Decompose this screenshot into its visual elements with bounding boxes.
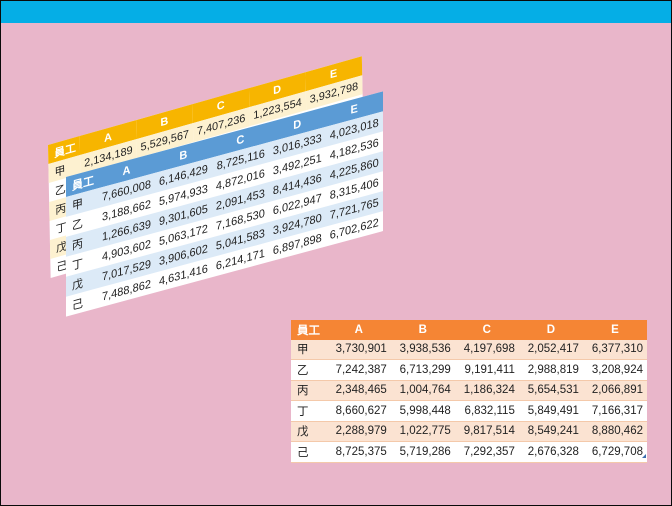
table-resize-corner[interactable] [642,454,646,458]
value-cell: 2,288,979 [326,421,391,442]
value-cell: 8,660,627 [326,400,391,422]
row-label-cell: 己 [291,441,327,463]
value-cell: 2,066,891 [582,380,647,401]
header-cell: C [454,320,519,340]
header-cell: E [582,320,647,340]
table-row: 甲 3,730,901 3,938,536 4,197,698 2,052,417 6,3… [291,339,647,360]
value-cell: 3,938,536 [390,339,455,360]
value-cell: 6,377,310 [582,339,647,360]
row-label-cell: 丁 [291,400,327,422]
header-cell: D [518,320,583,340]
table-row: 丁 8,660,627 5,998,448 6,832,115 5,849,491 7,1… [291,400,647,422]
value-cell: 1,004,764 [390,380,455,401]
value-cell: 7,242,387 [326,359,391,381]
table-row: 乙 7,242,387 6,713,299 9,191,411 2,988,819 3,2… [291,359,647,381]
value-cell: 2,676,328 [518,441,583,463]
value-cell: 8,725,375 [326,441,391,463]
value-cell: 6,713,299 [390,359,455,381]
value-cell: 2,052,417 [518,339,583,360]
value-cell: 3,208,924 [582,359,647,381]
top-bar [1,1,671,23]
value-cell: 9,191,411 [454,359,519,381]
value-cell: 1,022,775 [390,421,455,442]
value-cell: 5,654,531 [518,380,583,401]
value-cell: 6,832,115 [454,400,519,422]
header-row: 員工 A B C D E [291,320,647,340]
value-cell: 2,348,465 [326,380,391,401]
value-cell: 6,729,708 [582,441,647,463]
row-label-cell: 乙 [291,359,327,381]
row-label-cell: 丙 [291,380,327,401]
table-row: 己 8,725,375 5,719,286 7,292,357 2,676,328 6,7… [291,441,647,463]
value-cell: 2,988,819 [518,359,583,381]
value-cell: 3,730,901 [326,339,391,360]
value-cell: 5,998,448 [390,400,455,422]
row-label-cell: 戊 [291,421,327,442]
orange-table: 員工 A B C D E 甲 3,730,901 3,938,536 4,197,698 2,052… [291,320,647,463]
value-cell: 5,719,286 [390,441,455,463]
table-row: 丙 2,348,465 1,004,764 1,186,324 5,654,531 2,0… [291,380,647,401]
value-cell: 4,197,698 [454,339,519,360]
row-label-cell: 甲 [291,339,327,360]
value-cell: 5,849,491 [518,400,583,422]
header-cell: 員工 [291,320,327,340]
value-cell: 7,166,317 [582,400,647,422]
table-row: 戊 2,288,979 1,022,775 9,817,514 8,549,241 8,8… [291,421,647,442]
header-cell: A [326,320,391,340]
value-cell: 8,880,462 [582,421,647,442]
value-cell: 9,817,514 [454,421,519,442]
value-cell: 1,186,324 [454,380,519,401]
header-cell: B [390,320,455,340]
value-cell: 7,292,357 [454,441,519,463]
value-cell: 8,549,241 [518,421,583,442]
